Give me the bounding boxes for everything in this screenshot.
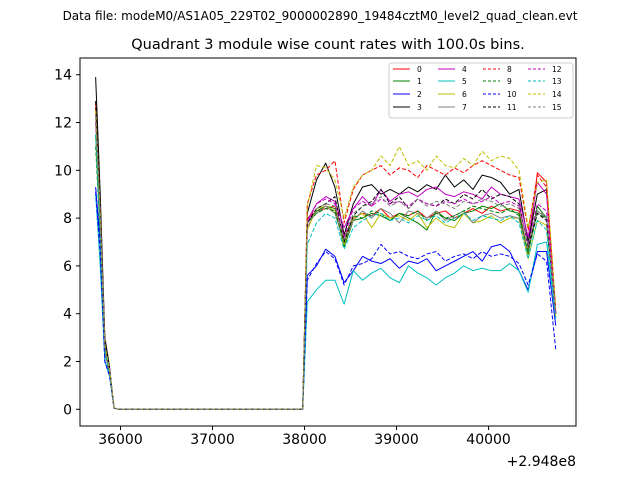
legend-label-9: 9 xyxy=(507,77,512,86)
y-tick-label-6: 12 xyxy=(54,116,72,132)
plot-frame xyxy=(79,57,577,427)
x-axis: 36000 37000 38000 39000 40000 xyxy=(98,426,511,448)
chart-title: Quadrant 3 module wise count rates with … xyxy=(131,37,525,53)
legend-label-4: 4 xyxy=(462,65,467,74)
y-tick-label-7: 14 xyxy=(54,68,72,84)
legend-label-10: 10 xyxy=(507,90,517,99)
series-line-15 xyxy=(95,115,557,410)
x-tick-label-4: 40000 xyxy=(466,432,511,448)
x-tick-label-1: 37000 xyxy=(190,432,235,448)
y-axis: 0 2 4 6 8 10 12 14 xyxy=(54,68,80,418)
y-tick-label-4: 8 xyxy=(63,211,72,227)
legend-label-2: 2 xyxy=(417,90,422,99)
legend-label-6: 6 xyxy=(462,90,467,99)
legend-label-13: 13 xyxy=(552,77,562,86)
y-tick-label-2: 4 xyxy=(63,307,72,323)
legend-label-8: 8 xyxy=(507,65,512,74)
legend-label-0: 0 xyxy=(417,65,422,74)
x-tick-label-2: 38000 xyxy=(282,432,327,448)
legend-label-12: 12 xyxy=(552,65,562,74)
legend-label-15: 15 xyxy=(552,103,562,112)
y-tick-label-1: 2 xyxy=(63,354,72,370)
x-offset-label: +2.948e8 xyxy=(507,454,576,470)
legend-label-3: 3 xyxy=(417,103,422,112)
data-file-label: Data file: modeM0/AS1A05_229T02_90000028… xyxy=(63,9,578,23)
x-tick-label-3: 39000 xyxy=(374,432,419,448)
x-tick-label-0: 36000 xyxy=(98,432,143,448)
series-layer xyxy=(95,77,557,410)
legend-frame xyxy=(388,62,574,119)
legend-label-11: 11 xyxy=(507,103,517,112)
legend-label-5: 5 xyxy=(462,77,467,86)
y-tick-label-0: 0 xyxy=(63,402,72,418)
series-line-14 xyxy=(95,110,557,410)
y-tick-label-3: 6 xyxy=(63,259,72,275)
series-line-13 xyxy=(95,134,557,410)
y-tick-label-5: 10 xyxy=(54,163,72,179)
legend-label-14: 14 xyxy=(552,90,562,99)
legend-label-1: 1 xyxy=(417,77,422,86)
legend-label-7: 7 xyxy=(462,103,467,112)
